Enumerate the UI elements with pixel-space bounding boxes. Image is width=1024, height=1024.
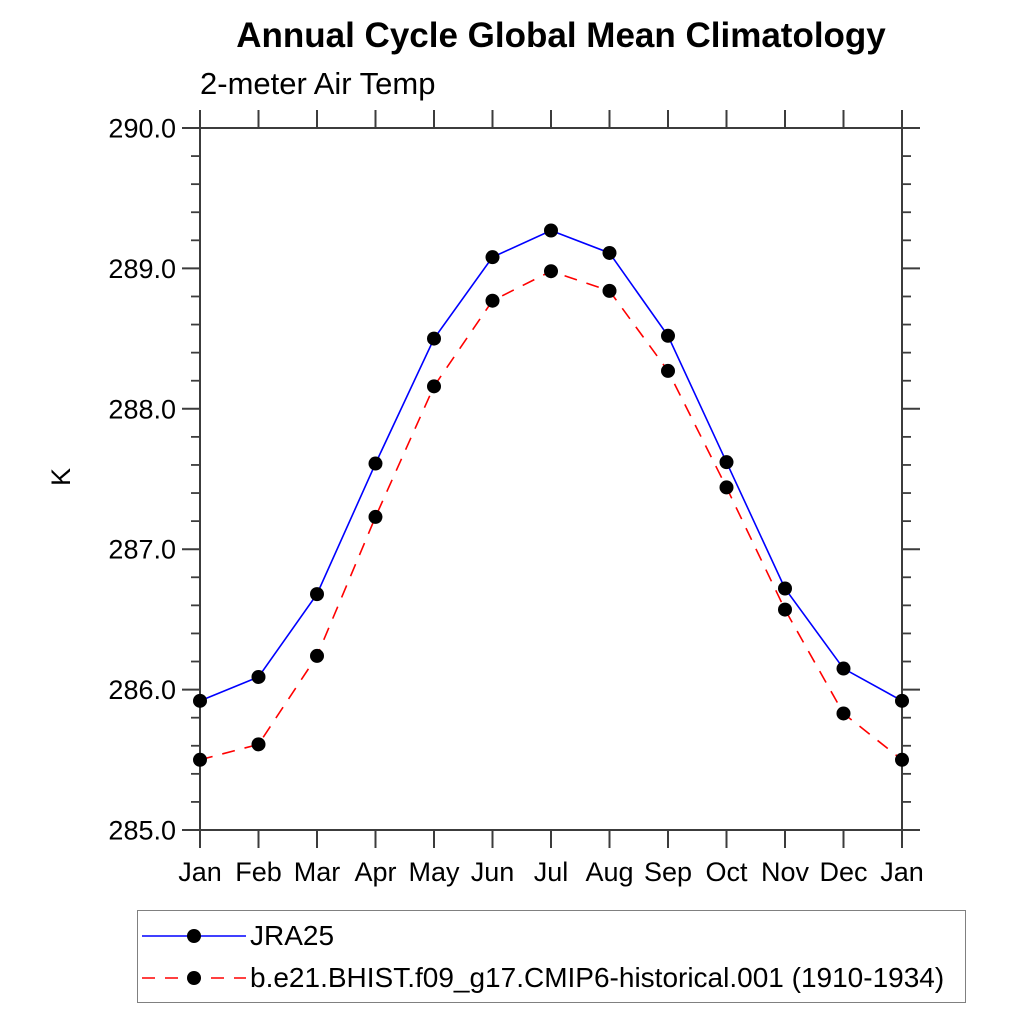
x-tick-label: Feb: [235, 857, 282, 887]
x-tick-label: Apr: [354, 857, 396, 887]
x-tick-label: Aug: [585, 857, 633, 887]
data-point-marker: [368, 456, 383, 471]
data-point-marker: [661, 363, 675, 378]
y-tick-label: 285.0: [108, 816, 176, 846]
data-point-marker: [193, 693, 207, 708]
data-point-marker: [251, 669, 266, 684]
x-tick-label: Mar: [294, 857, 341, 887]
data-point-marker: [310, 587, 324, 602]
legend-label-model: b.e21.BHIST.f09_g17.CMIP6-historical.001…: [250, 961, 945, 993]
data-point-marker: [485, 293, 500, 308]
data-point-marker: [836, 706, 851, 721]
data-point-marker: [251, 737, 266, 752]
y-tick-label: 287.0: [108, 535, 176, 565]
data-point-marker: [427, 379, 441, 394]
data-point-marker: [485, 250, 500, 265]
y-tick-label: 288.0: [108, 394, 176, 424]
data-point-marker: [836, 661, 851, 676]
legend-marker-model: [187, 970, 201, 985]
x-tick-label: Jun: [471, 857, 515, 887]
data-point-marker: [719, 455, 734, 470]
data-point-marker: [661, 328, 675, 343]
data-point-marker: [544, 264, 558, 279]
x-tick-label: Jan: [880, 857, 924, 887]
legend: JRA25 b.e21.BHIST.f09_g17.CMIP6-historic…: [137, 910, 966, 1003]
legend-marker-jra25: [187, 928, 201, 943]
legend-item-jra25: JRA25: [138, 915, 965, 957]
x-tick-label: Sep: [644, 857, 692, 887]
y-tick-label: 286.0: [108, 675, 176, 705]
data-point-marker: [544, 223, 558, 238]
x-tick-label: Jan: [178, 857, 222, 887]
chart-subtitle: 2-meter Air Temp: [200, 66, 436, 101]
x-tick-label: May: [408, 857, 460, 887]
x-tick-label: Jul: [534, 857, 569, 887]
legend-item-model: b.e21.BHIST.f09_g17.CMIP6-historical.001…: [138, 957, 965, 999]
data-point-marker: [895, 752, 909, 767]
data-point-marker: [427, 331, 441, 346]
y-tick-label: 290.0: [108, 114, 176, 144]
series-line-model: [199, 270, 903, 761]
chart-title: Annual Cycle Global Mean Climatology: [236, 16, 886, 55]
series-line-jra25: [199, 229, 903, 702]
y-tick-label: 289.0: [108, 254, 176, 284]
data-point-marker: [602, 245, 617, 260]
data-point-marker: [778, 581, 792, 596]
data-point-marker: [310, 648, 324, 663]
x-tick-label: Nov: [761, 857, 810, 887]
legend-line-sample-model: [142, 970, 246, 985]
data-point-marker: [602, 283, 617, 298]
x-tick-label: Oct: [705, 857, 748, 887]
x-tick-label: Dec: [819, 857, 867, 887]
data-point-marker: [895, 693, 909, 708]
data-point-marker: [719, 480, 734, 495]
data-point-marker: [368, 509, 383, 524]
legend-label-jra25: JRA25: [250, 919, 335, 951]
legend-line-sample-jra25: [142, 928, 246, 943]
data-point-marker: [778, 602, 792, 617]
data-point-marker: [193, 752, 207, 767]
